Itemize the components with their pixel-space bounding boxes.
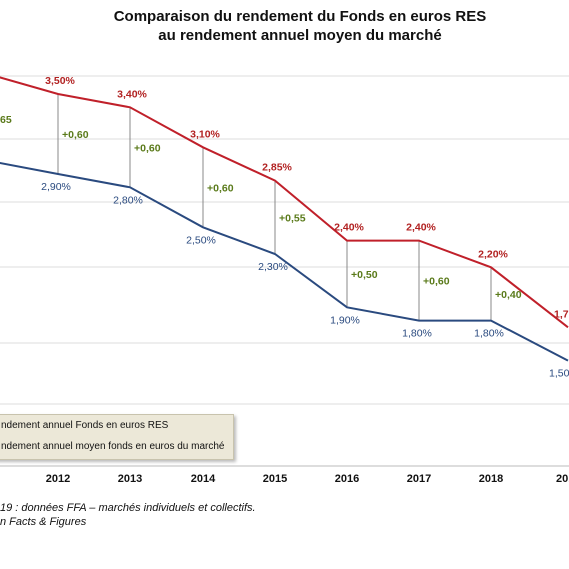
source-note-line1: 19 : données FFA – marchés individuels e… — [0, 502, 256, 514]
data-label-market: 1,80% — [402, 328, 432, 340]
chart-title-line1: Comparaison du rendement du Fonds en eur… — [114, 8, 487, 25]
difference-label: +0,40 — [495, 289, 522, 301]
x-tick-label: 2014 — [191, 473, 216, 485]
x-tick-label: 2018 — [479, 473, 503, 485]
difference-label: +0,60 — [62, 129, 89, 141]
series-lines — [0, 76, 569, 362]
data-label-res: 2,85% — [262, 162, 292, 174]
data-label-market: 2,50% — [186, 234, 216, 246]
x-tick-label: 2017 — [407, 473, 431, 485]
legend-item-market: ndement annuel moyen fonds en euros du m… — [1, 441, 225, 452]
data-label-market: 2,90% — [41, 181, 71, 193]
grid — [0, 75, 569, 467]
data-label-market: 1,50 — [549, 368, 569, 380]
x-tick-label: 2016 — [335, 473, 359, 485]
difference-label: 65 — [0, 114, 12, 126]
data-labels: 3,50% 3,40% 3,10% 2,85% 2,40% 2,40% 2,20% 1,7 2,… — [0, 75, 569, 380]
data-label-market: 2,80% — [113, 194, 143, 206]
data-label-res: 2,20% — [478, 248, 508, 260]
legend: ndement annuel Fonds en euros RES ndemen… — [0, 414, 234, 460]
data-label-res: 3,50% — [45, 75, 75, 87]
difference-connectors — [57, 94, 492, 321]
series-line-res — [0, 76, 569, 329]
data-label-market: 1,80% — [474, 328, 504, 340]
difference-label: +0,60 — [207, 182, 234, 194]
data-label-res: 2,40% — [406, 222, 436, 234]
data-label-res: 3,40% — [117, 88, 147, 100]
difference-label: +0,50 — [351, 269, 378, 281]
x-tick-label: 201 — [556, 473, 569, 485]
data-label-res: 1,7 — [554, 308, 569, 320]
difference-label: +0,60 — [423, 276, 450, 288]
series-line-market — [0, 161, 569, 362]
data-label-market: 1,90% — [330, 314, 360, 326]
data-label-res: 3,10% — [190, 128, 220, 140]
source-note-line2: n Facts & Figures — [0, 516, 87, 528]
difference-label: +0,55 — [279, 212, 306, 224]
x-axis-ticks: 2012 2013 2014 2015 2016 2017 2018 201 — [46, 473, 569, 485]
x-tick-label: 2015 — [263, 473, 287, 485]
data-label-res: 2,40% — [334, 222, 364, 234]
legend-item-res: ndement annuel Fonds en euros RES — [1, 420, 169, 431]
difference-label: +0,60 — [134, 142, 161, 154]
x-tick-label: 2012 — [46, 473, 70, 485]
chart-title-line2: au rendement annuel moyen du marché — [158, 27, 441, 44]
x-tick-label: 2013 — [118, 473, 142, 485]
data-label-market: 2,30% — [258, 261, 288, 273]
